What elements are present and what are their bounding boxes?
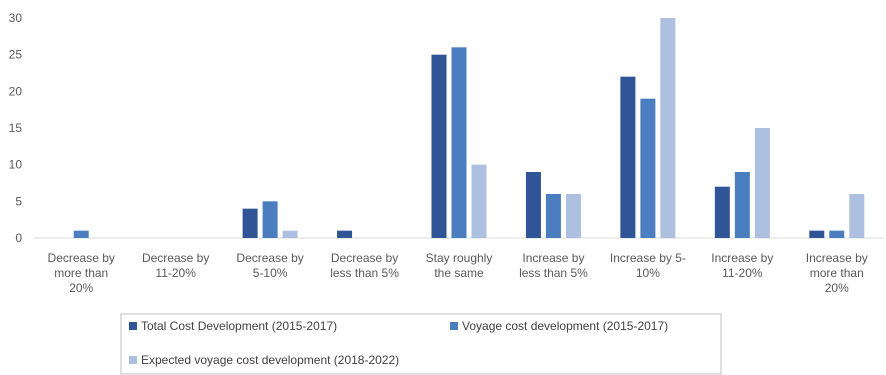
bar-1 — [714, 186, 730, 238]
x-category-label-line: Stay roughly — [426, 251, 493, 265]
bar-3 — [282, 230, 298, 238]
legend-swatch — [129, 322, 137, 330]
bar-1 — [620, 76, 636, 239]
y-tick-label: 5 — [15, 194, 22, 208]
x-category-label-line: Increase by — [522, 251, 584, 265]
x-category-label: Decrease by 5-10% — [236, 251, 303, 280]
x-category-label-line: Increase by — [806, 251, 868, 265]
x-category-label-line: Decrease by — [236, 251, 303, 265]
x-category-label-line: Increase by 5- — [610, 251, 686, 265]
y-tick-label: 30 — [9, 11, 23, 25]
bar-3 — [849, 194, 865, 238]
x-category-label-line: Decrease by — [331, 251, 398, 265]
bar-3 — [565, 194, 581, 238]
x-axis: Decrease by more than 20%Decrease by 11-20%… — [34, 237, 884, 295]
y-tick-label: 15 — [9, 121, 23, 135]
x-category-label-line: Decrease by — [142, 251, 209, 265]
x-category-label-line: 20% — [69, 281, 93, 295]
x-category-label-line: more than — [810, 266, 864, 280]
bar-3 — [754, 128, 770, 238]
legend-label: Total Cost Development (2015-2017) — [141, 319, 337, 333]
x-category-label: Increase by more than 20% — [806, 251, 868, 295]
bar-2 — [262, 201, 278, 238]
x-category-label: Stay roughly the same — [426, 251, 493, 280]
bar-1 — [337, 230, 353, 238]
bar-2 — [640, 98, 656, 239]
legend-box — [120, 313, 722, 375]
x-category-label-line: Decrease by — [48, 251, 115, 265]
bar-2 — [73, 230, 89, 238]
bar-2 — [451, 47, 467, 239]
x-category-label-line: the same — [434, 266, 484, 280]
bars — [73, 18, 865, 239]
y-tick-label: 0 — [15, 231, 22, 245]
x-category-label-line: less than 5% — [330, 266, 399, 280]
x-category-label-line: more than — [54, 266, 108, 280]
x-category-label: Increase by less than 5% — [519, 251, 588, 280]
bar-1 — [525, 172, 541, 238]
x-category-label: Increase by 5-10% — [610, 251, 686, 280]
legend-swatch — [450, 322, 458, 330]
x-category-label: Increase by 11-20% — [711, 251, 773, 280]
bar-2 — [829, 230, 845, 238]
legend: Total Cost Development (2015-2017) Voyage… — [120, 313, 722, 375]
x-category-label-line: 10% — [636, 266, 660, 280]
y-tick-label: 25 — [9, 48, 23, 62]
legend-label: Voyage cost development (2015-2017) — [462, 319, 668, 333]
bar-1 — [431, 54, 447, 238]
bar-1 — [809, 230, 825, 238]
bar-3 — [660, 18, 676, 238]
legend-swatch — [129, 356, 137, 364]
x-category-label-line: 11-20% — [155, 266, 196, 280]
x-category-label-line: Increase by — [711, 251, 773, 265]
x-category-label: Decrease by less than 5% — [330, 251, 399, 280]
x-category-label-line: less than 5% — [519, 266, 588, 280]
x-category-label-line: 11-20% — [722, 266, 763, 280]
bar-1 — [242, 208, 258, 238]
x-category-label-line: 5-10% — [253, 266, 288, 280]
x-category-label: Decrease by 11-20% — [142, 251, 209, 280]
x-category-label: Decrease by more than 20% — [48, 251, 115, 295]
y-axis: 0 5 10 15 20 25 30 — [9, 11, 23, 245]
x-category-label-line: 20% — [825, 281, 849, 295]
bar-2 — [734, 172, 750, 238]
bar-2 — [545, 194, 561, 238]
y-tick-label: 10 — [9, 158, 23, 172]
y-tick-label: 20 — [9, 84, 23, 98]
bar-3 — [471, 164, 487, 238]
legend-label: Expected voyage cost development (2018-2… — [141, 353, 399, 367]
